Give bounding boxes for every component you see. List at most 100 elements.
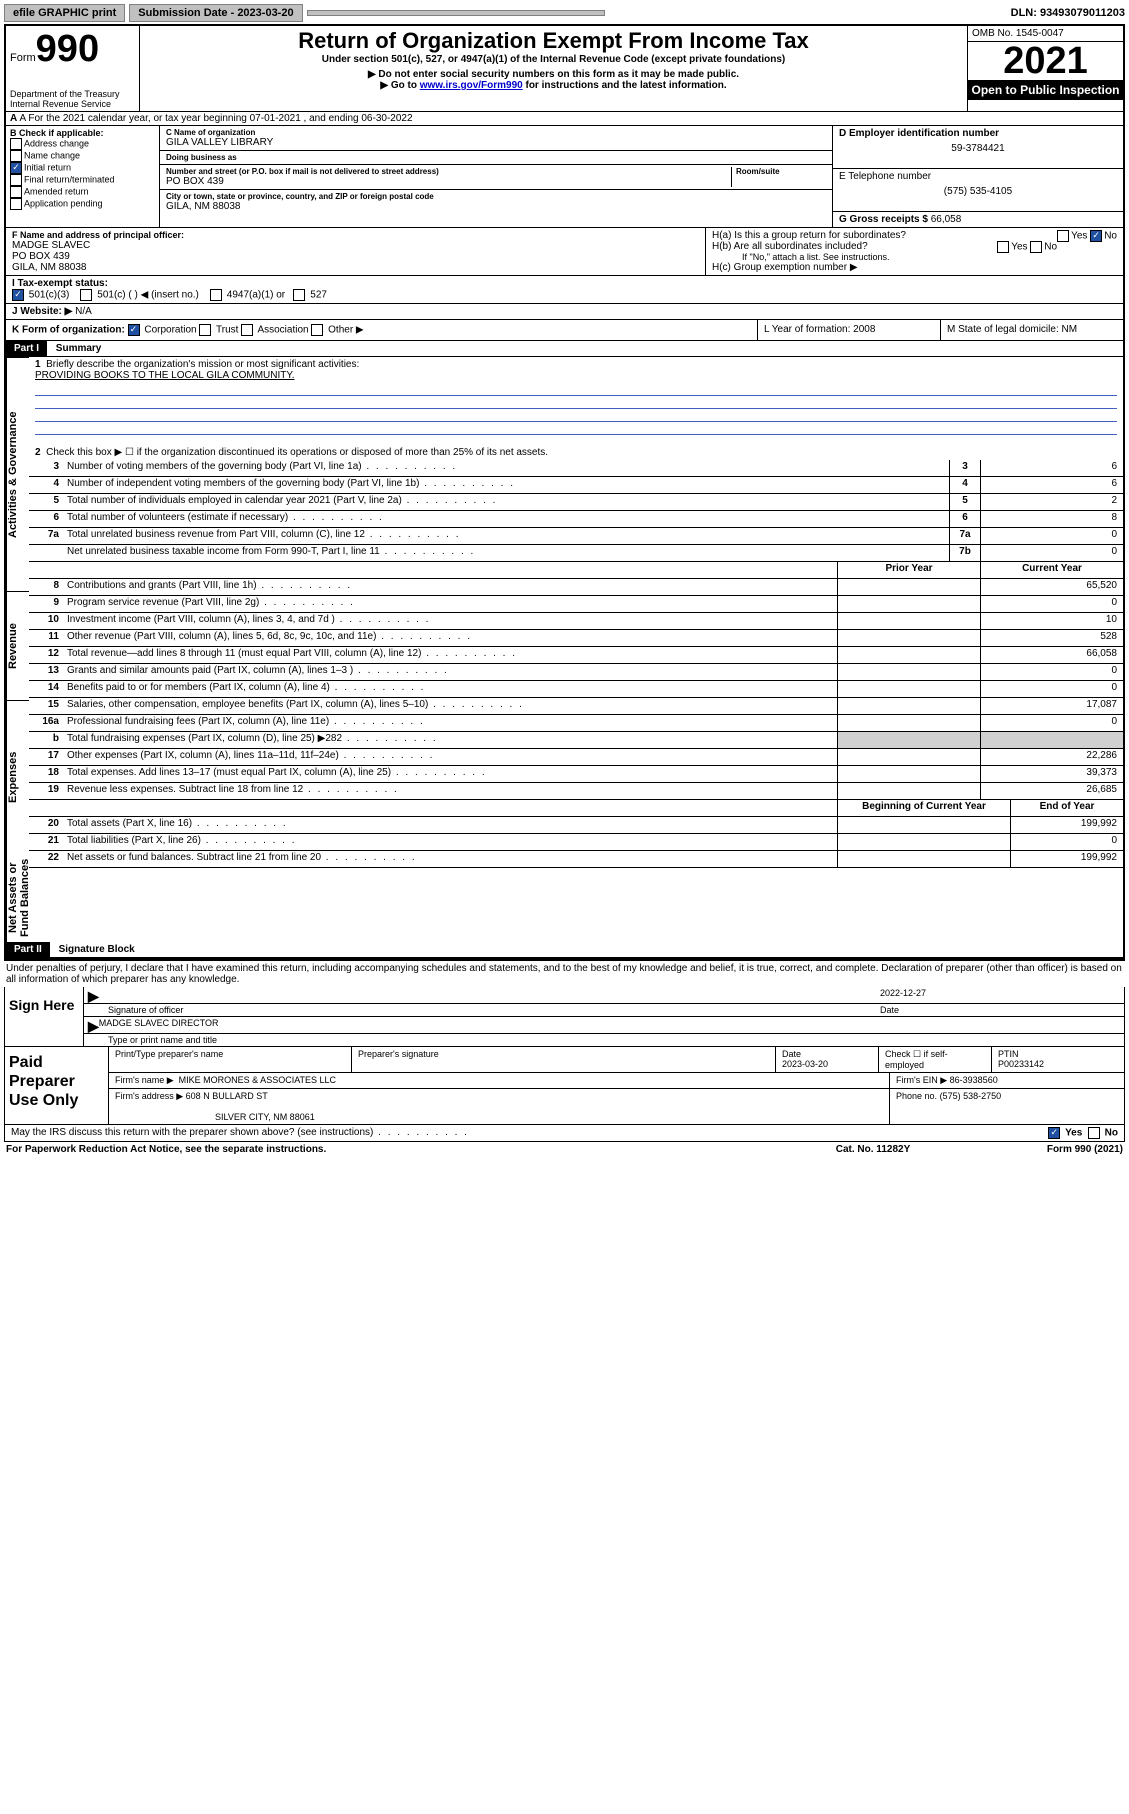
cat-no: Cat. No. 11282Y <box>773 1144 973 1155</box>
k-label: K Form of organization: <box>12 325 125 336</box>
part-ii-header-row: Part II Signature Block <box>6 942 1123 958</box>
summary-row: 14Benefits paid to or for members (Part … <box>29 681 1123 698</box>
submission-date-badge: Submission Date - 2023-03-20 <box>129 4 302 22</box>
e-label: E Telephone number <box>839 171 1117 182</box>
efile-print-button[interactable]: efile GRAPHIC print <box>4 4 125 22</box>
b-opt-address[interactable]: Address change <box>10 138 155 150</box>
summary-row: 16aProfessional fundraising fees (Part I… <box>29 715 1123 732</box>
q2-text: Check this box ▶ ☐ if the organization d… <box>46 447 548 458</box>
firm-addr1: 608 N BULLARD ST <box>186 1091 268 1101</box>
k-corp-checkbox[interactable] <box>128 324 140 336</box>
summary-row: 3Number of voting members of the governi… <box>29 460 1123 477</box>
col-f-officer: F Name and address of principal officer:… <box>6 228 706 275</box>
arrow-icon: ▶ <box>88 1018 99 1032</box>
ha-no-checkbox[interactable] <box>1090 230 1102 242</box>
summary-row: 15Salaries, other compensation, employee… <box>29 698 1123 715</box>
ein-value: 59-3784421 <box>839 143 1117 154</box>
rev-header-row: Prior Year Current Year <box>29 562 1123 579</box>
org-city: GILA, NM 88038 <box>166 201 826 212</box>
row-j-website: J Website: ▶ N/A <box>6 304 1123 320</box>
prep-date: 2023-03-20 <box>782 1059 828 1069</box>
mission-line <box>35 396 1117 409</box>
d-ein-cell: D Employer identification number 59-3784… <box>833 126 1123 169</box>
form-number: 990 <box>36 28 99 70</box>
summary-row: 13Grants and similar amounts paid (Part … <box>29 664 1123 681</box>
summary-row: 18Total expenses. Add lines 13–17 (must … <box>29 766 1123 783</box>
arrow-icon: ▶ <box>88 988 99 1002</box>
org-name: GILA VALLEY LIBRARY <box>166 137 826 148</box>
d-label: D Employer identification number <box>839 128 1117 139</box>
irs-label: Internal Revenue Service <box>10 99 135 109</box>
firm-addr2: SILVER CITY, NM 88061 <box>115 1112 315 1122</box>
summary-row: bTotal fundraising expenses (Part IX, co… <box>29 732 1123 749</box>
form-word: Form <box>10 52 36 64</box>
b-opt-name[interactable]: Name change <box>10 150 155 162</box>
prep-sig-hdr: Preparer's signature <box>352 1047 776 1072</box>
net-header-row: Beginning of Current Year End of Year <box>29 800 1123 817</box>
paid-preparer-block: Paid Preparer Use Only Print/Type prepar… <box>4 1047 1125 1125</box>
toolbar-spacer <box>307 10 605 16</box>
header-right: OMB No. 1545-0047 2021 Open to Public In… <box>968 26 1123 111</box>
discuss-no-checkbox[interactable] <box>1088 1127 1100 1139</box>
side-expenses: Expenses <box>6 700 29 854</box>
firm-name-row: Firm's name ▶ MIKE MORONES & ASSOCIATES … <box>109 1073 1124 1089</box>
dln-label: DLN: 93493079011203 <box>1011 7 1125 19</box>
k-assoc-checkbox[interactable] <box>241 324 253 336</box>
summary-row: 21Total liabilities (Part X, line 26)0 <box>29 834 1123 851</box>
b-opt-initial[interactable]: Initial return <box>10 162 155 174</box>
k-other-checkbox[interactable] <box>311 324 323 336</box>
instructions-link[interactable]: www.irs.gov/Form990 <box>420 80 523 91</box>
c-addr-cell: Number and street (or P.O. box if mail i… <box>160 165 832 190</box>
b-opt-final[interactable]: Final return/terminated <box>10 174 155 186</box>
f-label: F Name and address of principal officer: <box>12 230 699 240</box>
firm-ein: 86-3938560 <box>950 1075 998 1085</box>
k-trust-checkbox[interactable] <box>199 324 211 336</box>
i-501c3-checkbox[interactable] <box>12 289 24 301</box>
col-b-checkboxes: B Check if applicable: Address change Na… <box>6 126 160 227</box>
b-opt-pending[interactable]: Application pending <box>10 198 155 210</box>
side-governance: Activities & Governance <box>6 357 29 591</box>
c-addr-label: Number and street (or P.O. box if mail i… <box>166 167 731 176</box>
officer-addr2: GILA, NM 88038 <box>12 262 699 273</box>
section-fh: F Name and address of principal officer:… <box>6 228 1123 276</box>
summary-row: 7aTotal unrelated business revenue from … <box>29 528 1123 545</box>
ptin-value: P00233142 <box>998 1059 1044 1069</box>
sig-name-label-row: Type or print name and title <box>84 1034 1124 1046</box>
h-a-row: H(a) Is this a group return for subordin… <box>712 230 1117 241</box>
col-de: D Employer identification number 59-3784… <box>833 126 1123 227</box>
may-discuss-row: May the IRS discuss this return with the… <box>4 1125 1125 1142</box>
prep-name-hdr: Print/Type preparer's name <box>109 1047 352 1072</box>
q2-row: 2 Check this box ▶ ☐ if the organization… <box>29 445 1123 460</box>
i-527-checkbox[interactable] <box>293 289 305 301</box>
ha-yes-checkbox[interactable] <box>1057 230 1069 242</box>
c-room-label: Room/suite <box>736 167 826 176</box>
discuss-yes-checkbox[interactable] <box>1048 1127 1060 1139</box>
self-employed-cell[interactable]: Check ☐ if self-employed <box>879 1047 992 1072</box>
officer-addr1: PO BOX 439 <box>12 251 699 262</box>
sig-labels-row: Signature of officer Date <box>84 1004 1124 1017</box>
hdr-current: Current Year <box>980 562 1123 578</box>
sig-date-row: ▶ 2022-12-27 <box>84 987 1124 1004</box>
website-value: N/A <box>75 306 92 317</box>
b-opt-amended[interactable]: Amended return <box>10 186 155 198</box>
i-4947-checkbox[interactable] <box>210 289 222 301</box>
open-to-public-badge: Open to Public Inspection <box>968 80 1123 100</box>
header-sub2: ▶ Do not enter social security numbers o… <box>144 69 963 80</box>
summary-row: 19Revenue less expenses. Subtract line 1… <box>29 783 1123 800</box>
m-domicile: M State of legal domicile: NM <box>941 320 1123 340</box>
form-footer: Form 990 (2021) <box>973 1144 1123 1155</box>
mission-line <box>35 383 1117 396</box>
penalties-text: Under penalties of perjury, I declare th… <box>4 960 1125 987</box>
hb-yes-checkbox[interactable] <box>997 241 1009 253</box>
row-klm: K Form of organization: Corporation Trus… <box>6 320 1123 341</box>
org-address: PO BOX 439 <box>166 176 731 187</box>
hb-no-checkbox[interactable] <box>1030 241 1042 253</box>
firm-phone: (575) 538-2750 <box>940 1091 1002 1101</box>
form-header: Form990 Department of the Treasury Inter… <box>6 26 1123 112</box>
hdr-end: End of Year <box>1010 800 1123 816</box>
i-501c-checkbox[interactable] <box>80 289 92 301</box>
l-year-formation: L Year of formation: 2008 <box>758 320 941 340</box>
summary-row: 11Other revenue (Part VIII, column (A), … <box>29 630 1123 647</box>
hdr-beginning: Beginning of Current Year <box>837 800 1010 816</box>
row-i-status: I Tax-exempt status: 501(c)(3) 501(c) ( … <box>6 276 1123 304</box>
